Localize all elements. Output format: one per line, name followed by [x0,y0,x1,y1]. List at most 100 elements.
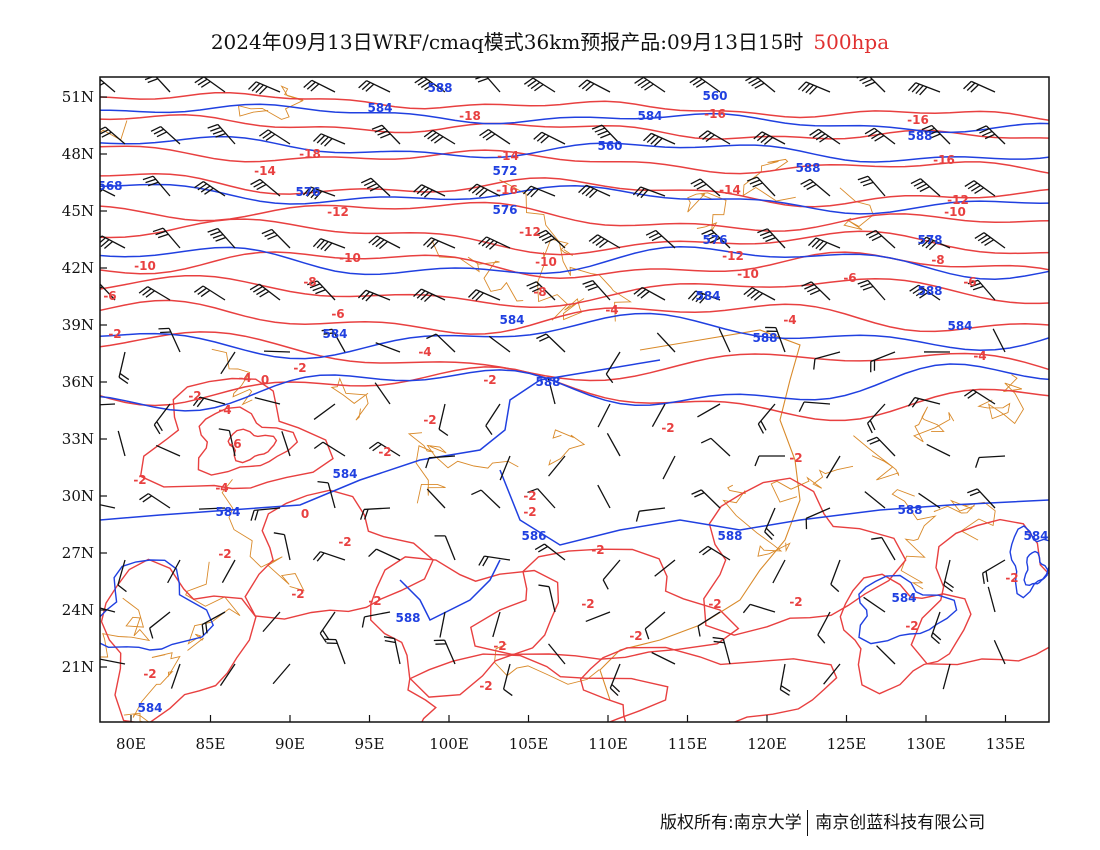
wind-barb [192,396,226,408]
lon-label: 95E [354,735,384,753]
lon-label: 90E [275,735,305,753]
temperature-label: -10 [737,267,759,281]
wind-barb [433,639,456,665]
height-label: 572 [492,164,517,178]
wind-barb [967,488,996,509]
temperature-label: -2 [905,619,918,633]
wind-barb [743,287,776,301]
wind-barb [687,290,721,304]
copyright-label: 版权所有:南京大学 [660,813,802,833]
lon-label: 110E [588,735,628,753]
temperature-label: -2 [523,505,536,519]
wind-barbs [100,77,1006,697]
height-label: 584 [947,319,972,333]
wind-barb [312,551,346,562]
wind-barb [864,127,896,145]
wind-barb [218,428,236,457]
temperature-label: -2 [378,445,391,459]
height-label: 584 [215,505,240,519]
height-label: 568 [97,179,122,193]
temperature-label: -6 [963,275,976,289]
temperature-label: -2 [789,451,802,465]
border-line [494,643,600,685]
wind-barb [194,77,226,93]
wind-barb [801,281,831,301]
height-contour [100,103,1049,134]
temperature-label: -8 [533,285,546,299]
lat-label: 27N [62,544,94,562]
wind-barb [635,507,666,522]
temperature-contour [244,489,434,620]
temperature-contour [100,331,1049,382]
wind-barb [963,80,996,93]
wind-barb [479,129,511,145]
temperature-contour [100,172,1049,208]
height-contour [100,363,1049,412]
wind-barb [149,611,171,639]
wind-barb [262,611,281,633]
wind-barb [150,125,181,145]
temperature-label: -6 [103,289,116,303]
lat-label: 51N [62,88,94,106]
wind-barb [548,643,566,665]
height-contour [100,135,1049,163]
wind-barb [907,396,941,408]
wind-barb [374,382,391,405]
wind-barb [250,507,281,521]
wind-barb [319,611,336,643]
wind-barb [492,611,501,638]
temperature-label: -2 [291,587,304,601]
temperature-label: -16 [704,107,726,121]
temperature-contour [100,251,1049,279]
wind-barb [423,129,456,145]
wind-barb [488,335,511,353]
wind-barb [798,81,831,95]
wind-barb [249,283,281,301]
temperature-label: -18 [459,109,481,123]
wind-barb [830,559,841,593]
border-line [977,374,1025,425]
wind-barb [523,77,556,93]
wind-barb [753,131,786,145]
height-label: 560 [597,139,622,153]
wind-barb [219,663,236,686]
wind-barb [425,455,456,469]
height-contour [100,359,661,521]
border-line [933,499,996,541]
wind-barb [167,559,181,584]
pressure-level: 500hpa [813,30,890,54]
wind-barb [426,488,446,509]
wind-barb [701,229,731,249]
wind-barb [250,178,281,197]
wind-barb [468,289,501,301]
height-label: 560 [702,89,727,103]
height-label: 588 [752,331,777,345]
wind-barb [313,403,336,420]
wind-barb [910,178,941,197]
wind-barb [478,555,511,567]
wind-barb [964,180,996,197]
wind-barb [100,183,116,198]
lat-label: 42N [62,259,94,277]
temperature-label: -4 [973,349,986,363]
height-contour [100,559,215,651]
wind-barb [358,80,391,93]
wind-barb [535,229,566,249]
border-line [548,429,586,466]
border-line [770,465,854,503]
lat-label: 36N [62,373,94,391]
temperature-contour [100,145,1049,175]
wind-barb [712,636,731,665]
temperature-label: -2 [591,543,604,557]
lon-label: 105E [509,735,549,753]
temperature-label: -10 [944,205,966,219]
wind-barb [303,79,336,93]
wind-barb [263,350,291,353]
wind-barb [992,328,1006,353]
lat-label: 48N [62,145,94,163]
map-frame [99,76,1050,723]
wind-barb [718,328,731,353]
lon-label: 100E [429,735,469,753]
wind-barb [907,82,941,96]
temperature-label: -2 [1005,571,1018,585]
